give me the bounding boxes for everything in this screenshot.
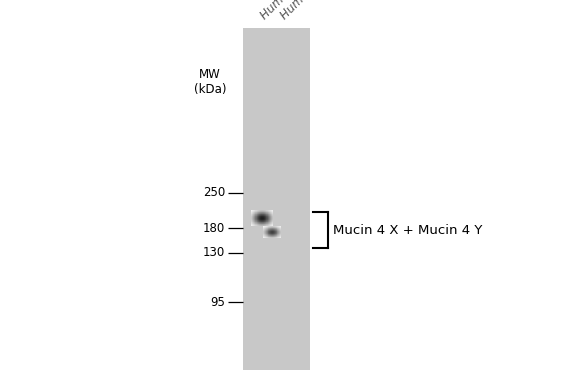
Text: Human colon: Human colon bbox=[258, 0, 322, 22]
Text: Human liver: Human liver bbox=[278, 0, 338, 22]
Text: 95: 95 bbox=[210, 296, 225, 308]
Text: 180: 180 bbox=[203, 222, 225, 234]
Bar bbox=[243, 28, 310, 370]
Text: Mucin 4 X + Mucin 4 Y: Mucin 4 X + Mucin 4 Y bbox=[333, 223, 482, 237]
Text: MW
(kDa): MW (kDa) bbox=[194, 68, 226, 96]
Text: 250: 250 bbox=[203, 186, 225, 200]
Text: 130: 130 bbox=[203, 246, 225, 260]
